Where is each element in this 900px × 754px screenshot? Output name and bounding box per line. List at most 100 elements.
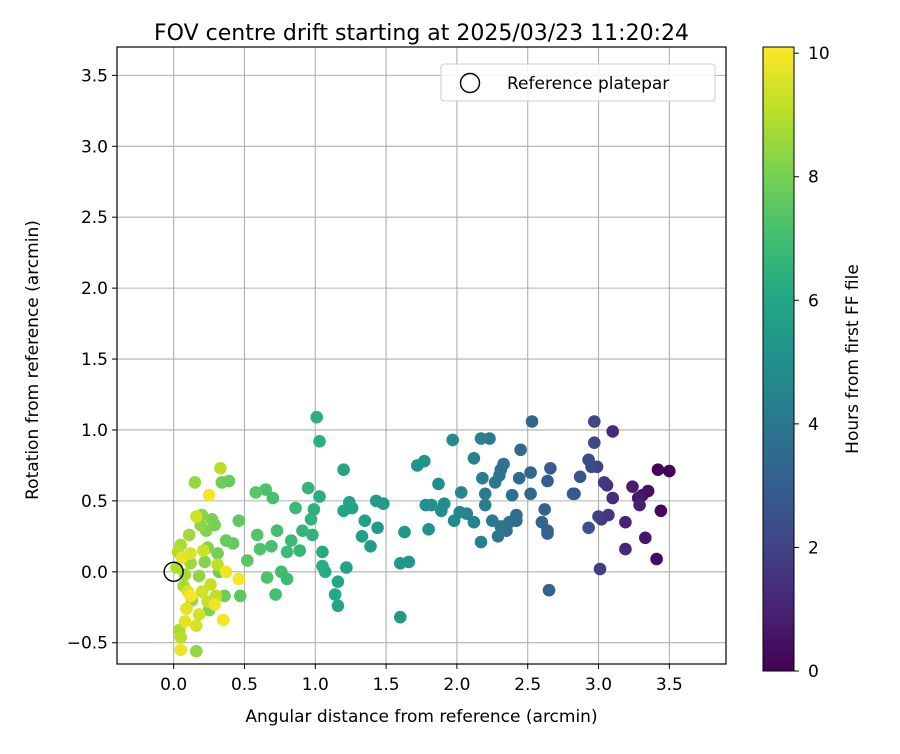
data-point: [316, 545, 329, 559]
data-point: [486, 514, 499, 527]
data-point: [478, 487, 492, 501]
x-tick-label: 0.0: [160, 675, 187, 695]
data-point: [269, 588, 282, 601]
data-point: [491, 530, 505, 543]
data-point: [214, 462, 227, 475]
data-point: [592, 510, 605, 523]
data-point: [301, 481, 315, 495]
colorbar-gradient: [762, 46, 795, 672]
data-point: [174, 630, 187, 644]
x-axis-label: Angular distance from reference (arcmin): [245, 707, 597, 727]
data-point: [619, 515, 632, 529]
data-point: [474, 535, 488, 549]
data-point: [202, 488, 216, 502]
data-point: [514, 443, 527, 457]
data-point: [597, 476, 611, 489]
data-point: [355, 530, 369, 543]
data-point: [215, 476, 229, 489]
data-point: [174, 643, 187, 657]
colorbar: 0 2 4 6 8 10 Hours from first FF file: [762, 44, 863, 682]
data-point: [331, 575, 345, 588]
data-point: [289, 501, 302, 515]
y-tick-label: 3.5: [81, 66, 108, 86]
data-point: [250, 528, 264, 542]
data-point: [544, 462, 557, 475]
data-point: [606, 491, 619, 505]
colorbar-label: Hours from first FF file: [843, 264, 863, 454]
data-point: [541, 527, 554, 540]
data-point: [219, 565, 233, 579]
data-point: [337, 504, 350, 518]
reference-marker: [163, 561, 184, 583]
data-point: [259, 483, 273, 496]
data-point: [454, 486, 468, 499]
data-point: [284, 534, 298, 547]
plot-frame: [116, 46, 727, 665]
data-point: [371, 521, 384, 535]
colorbar-ticks: 0 2 4 6 8 10: [794, 44, 830, 682]
data-point: [432, 477, 445, 491]
data-point: [249, 486, 263, 499]
data-point: [219, 534, 233, 547]
data-point: [476, 471, 489, 485]
data-point: [525, 415, 539, 428]
y-tick-label: 2.0: [81, 279, 108, 299]
data-point: [394, 557, 407, 570]
data-point: [538, 503, 551, 516]
data-point: [190, 619, 203, 632]
x-tick-label: 3.0: [585, 675, 612, 695]
data-point: [435, 504, 448, 518]
data-point: [296, 524, 309, 537]
data-point: [422, 523, 435, 536]
colorbar-tick-label: 8: [808, 168, 819, 188]
x-tick-label: 3.5: [656, 675, 683, 695]
data-point: [293, 544, 307, 557]
data-point: [619, 542, 632, 556]
data-point: [524, 466, 537, 479]
data-point: [663, 464, 676, 478]
grid-layer: [117, 47, 726, 664]
data-point: [488, 476, 502, 489]
data-point: [208, 598, 221, 611]
x-tick-label: 2.5: [514, 675, 541, 695]
data-point: [573, 470, 587, 484]
data-point: [180, 602, 193, 615]
data-point: [588, 436, 601, 450]
data-point: [304, 513, 318, 526]
data-point: [195, 585, 209, 598]
data-point: [398, 525, 411, 539]
data-point: [280, 545, 294, 559]
data-point: [188, 476, 202, 489]
data-point: [331, 599, 345, 613]
data-point: [505, 488, 519, 502]
data-point: [211, 558, 224, 571]
data-point: [184, 589, 197, 603]
data-point: [306, 528, 319, 542]
data-point: [358, 514, 372, 527]
data-point: [337, 463, 350, 477]
data-point: [650, 552, 663, 566]
data-point: [316, 559, 329, 573]
x-tick-label: 1.0: [302, 675, 329, 695]
data-point: [582, 521, 595, 535]
data-point: [478, 498, 492, 512]
colorbar-tick-label: 2: [808, 538, 819, 558]
data-point: [588, 415, 601, 428]
y-tick-label: 1.5: [81, 350, 108, 370]
data-point: [253, 542, 267, 556]
data-point: [394, 610, 407, 624]
data-point: [266, 491, 280, 505]
y-tick-label: 0.0: [81, 563, 108, 583]
legend-marker-reference: [459, 72, 481, 94]
y-tick-label: 1.0: [81, 421, 108, 441]
data-point: [232, 514, 246, 527]
data-point: [541, 474, 554, 488]
reference-layer: [163, 561, 184, 583]
data-point: [197, 544, 210, 557]
x-axis-ticks: 0.0 0.5 1.0 1.5 2.0 2.5 3.0 3.5: [160, 664, 683, 695]
y-axis-label: Rotation from reference (arcmin): [23, 220, 43, 500]
chart-title: FOV centre drift starting at 2025/03/23 …: [154, 21, 689, 46]
data-point: [178, 615, 192, 628]
